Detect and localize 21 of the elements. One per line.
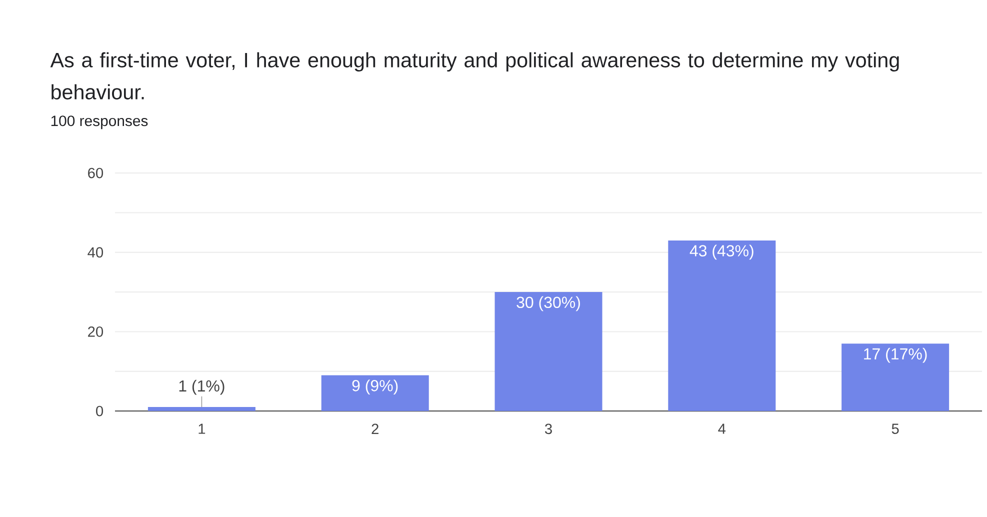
data-label: 9 (9%) (352, 380, 398, 394)
x-tick-label: 4 (718, 424, 726, 434)
x-tick-label: 3 (544, 424, 552, 434)
y-tick-label: 0 (96, 406, 104, 416)
y-tick-label: 60 (88, 168, 104, 178)
x-tick-label: 2 (372, 424, 378, 434)
chart-title: As a first-time voter, I have enough maturity and political awareness to determine my voting behaviour. (50, 52, 899, 100)
chart-subtitle: 100 responses (51, 116, 148, 130)
bar (494, 292, 602, 412)
x-tick-label: 1 (198, 424, 206, 434)
data-label: 17 (17%) (864, 348, 927, 363)
bar (321, 375, 429, 412)
bar (842, 344, 950, 412)
data-label: 1 (1%) (179, 380, 224, 395)
bar (668, 240, 776, 412)
y-tick-label: 20 (88, 326, 104, 337)
data-label: 30 (30%) (516, 296, 580, 312)
x-tick-label: 5 (892, 424, 899, 434)
y-tick-label: 40 (88, 247, 104, 258)
bar (148, 407, 256, 412)
data-label: 43 (43%) (690, 244, 754, 260)
